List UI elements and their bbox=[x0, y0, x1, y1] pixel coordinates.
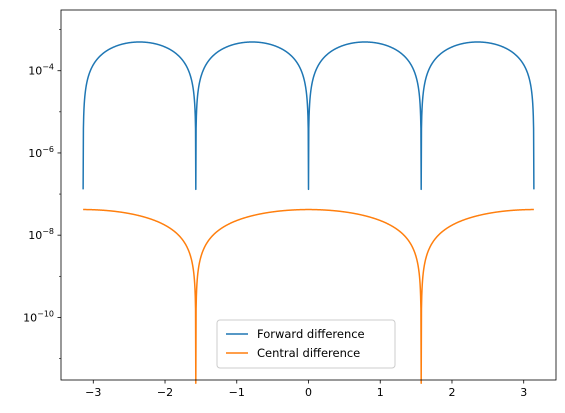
series-line-forward-difference bbox=[82, 41, 535, 191]
x-tick-label: 3 bbox=[520, 386, 527, 399]
y-tick-label: 10−4 bbox=[28, 63, 54, 78]
x-tick-label: 2 bbox=[448, 386, 455, 399]
x-axis: −3 −2 −1 0 1 2 3 bbox=[85, 380, 527, 399]
x-tick-label: 1 bbox=[377, 386, 384, 399]
x-tick-label: −1 bbox=[229, 386, 245, 399]
plot-layer bbox=[82, 41, 535, 385]
legend-entry: Central difference bbox=[257, 346, 360, 360]
series-line-central-difference bbox=[82, 208, 535, 385]
legend: Forward difference Central difference bbox=[216, 319, 396, 369]
y-tick-label: 10−8 bbox=[28, 227, 54, 242]
legend-box bbox=[216, 319, 396, 369]
y-axis: 10−10 10−8 10−6 10−4 bbox=[23, 29, 61, 359]
x-tick-label: −3 bbox=[85, 386, 101, 399]
x-tick-label: −2 bbox=[157, 386, 173, 399]
y-tick-label: 10−6 bbox=[28, 145, 54, 160]
x-tick-label: 0 bbox=[305, 386, 312, 399]
legend-entry: Forward difference bbox=[257, 327, 365, 341]
y-tick-label: 10−10 bbox=[23, 309, 54, 324]
